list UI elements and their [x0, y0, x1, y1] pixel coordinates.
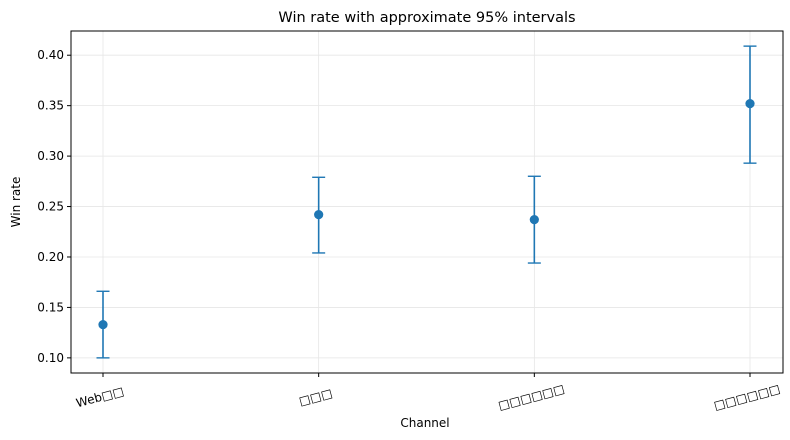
data-point: [529, 215, 539, 225]
y-axis: 0.10 0.15 0.20 0.25 0.30 0.35 0.40: [37, 48, 71, 365]
chart-title: Win rate with approximate 95% intervals: [278, 10, 575, 26]
x-axis-label: Channel: [400, 416, 449, 430]
y-tick-label: 0.30: [37, 149, 64, 163]
data-marks: [96, 45, 757, 359]
plot-frame: [70, 30, 784, 374]
y-tick-label: 0.40: [37, 48, 64, 62]
y-tick-label: 0.35: [37, 99, 64, 113]
y-tick-label: 0.25: [37, 200, 64, 214]
data-point: [98, 319, 108, 330]
y-tick-label: 0.15: [37, 300, 64, 314]
data-point: [314, 210, 324, 220]
y-axis-label: Win rate: [9, 177, 23, 228]
y-tick-label: 0.10: [37, 351, 64, 365]
y-tick-label: 0.20: [37, 250, 64, 264]
data-point: [745, 99, 755, 109]
